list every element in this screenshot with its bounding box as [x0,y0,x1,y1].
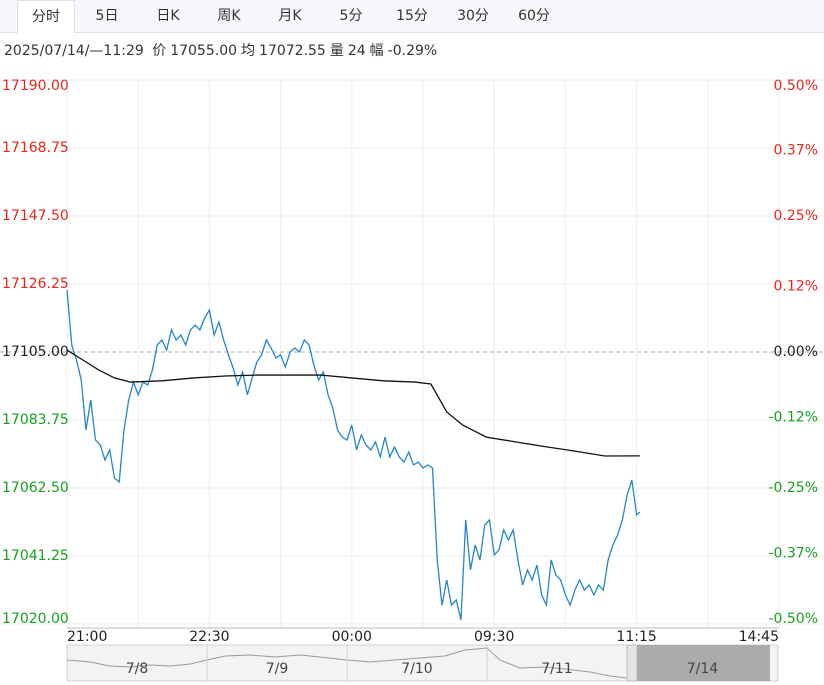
y-tick-label: 17041.25 [2,548,69,564]
y-tick-label: 17062.50 [2,480,69,496]
tab[interactable]: 30分 [457,8,489,24]
y2-tick-label: -0.25% [768,480,818,496]
tab[interactable]: 5分 [339,8,363,24]
x-tick-label: 00:00 [332,629,372,645]
tab[interactable]: 5日 [95,8,119,24]
navigator-label: 7/11 [541,661,572,677]
tab[interactable]: 15分 [396,8,428,24]
y-tick-label: 17083.75 [2,412,69,428]
y-tick-label: 17168.75 [2,140,69,156]
y2-tick-label: -0.50% [768,611,818,627]
tab[interactable]: 周K [217,8,241,24]
x-tick-label: 21:00 [67,629,107,645]
y2-tick-label: 0.25% [774,208,818,224]
y-tick-label: 17020.00 [2,611,69,627]
navigator-label: 7/14 [687,661,719,677]
y2-tick-label: -0.12% [768,409,818,425]
y-tick-label: 17126.25 [2,276,69,292]
info-time: 2025/07/14/—11:29 [4,43,144,59]
series-line [66,289,641,621]
info-value: 24 [347,43,366,59]
x-tick-label: 11:15 [616,629,656,645]
tab[interactable]: 60分 [518,8,550,24]
navigator-label: 7/8 [126,661,149,677]
navigator-label: 7/9 [266,661,289,677]
info-label: 均 [241,43,256,59]
info-line: 2025/07/14/—11:29 价 17055.00 均 17072.55 量 24 幅… [4,40,441,60]
info-value: 17072.55 [259,43,326,59]
x-tick-label: 14:45 [739,629,779,645]
y2-tick-label: -0.37% [768,545,818,561]
series-line [66,349,640,457]
tab[interactable]: 月K [278,8,302,24]
tab[interactable]: 分时 [17,0,75,34]
y-tick-label: 17105.00 [2,344,69,360]
y-tick-label: 17147.50 [2,208,69,224]
tab-bar: 分时 5日 日K 周K 月K 5分 15分 30分 60分 [0,0,824,34]
y-tick-label: 17190.00 [2,78,69,94]
navigator-label: 7/10 [401,661,432,677]
navigator-handle [626,644,638,682]
y2-tick-label: 0.12% [774,279,818,295]
x-tick-label: 22:30 [189,629,229,645]
x-tick-label: 09:30 [474,629,514,645]
info-label: 量 [329,43,344,59]
info-value: 17055.00 [170,43,238,59]
info-label: 价 [152,43,167,59]
y2-tick-label: 0.37% [774,143,818,159]
tab[interactable]: 日K [156,8,180,24]
y2-tick-label: 0.50% [774,78,818,94]
navigator-selection [637,645,770,681]
info-label: 幅 [369,43,384,59]
y2-tick-label: 0.00% [774,344,818,360]
info-value: -0.29% [387,43,438,59]
